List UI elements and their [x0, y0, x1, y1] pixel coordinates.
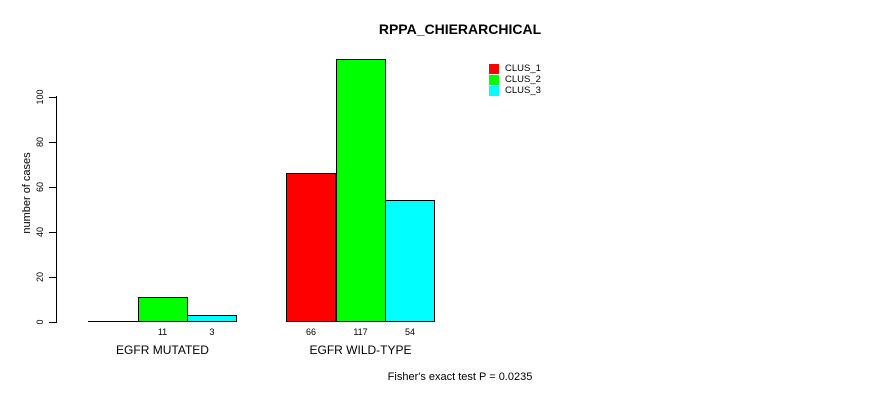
y-tick-mark: [49, 276, 56, 278]
bar-value-label-clus-1-egfr-wild-type: 66: [305, 327, 317, 337]
y-tick-label: 20: [35, 271, 45, 283]
y-tick-mark: [49, 231, 56, 233]
y-axis-label: number of cases: [21, 152, 33, 234]
legend-swatch-clus_3: [489, 85, 499, 96]
legend-swatch-clus_2: [489, 74, 499, 85]
bar-value-label-clus-2-egfr-wild-type: 117: [353, 327, 368, 337]
legend-label-clus_1: CLUS_1: [505, 63, 541, 74]
bar-clus-1-egfr-mutated: [88, 321, 138, 322]
y-tick-label: 100: [35, 89, 45, 105]
bar-clus-2-egfr-mutated: [137, 297, 188, 322]
y-tick-mark: [49, 321, 56, 323]
bar-value-label-clus-2-egfr-mutated: 11: [157, 327, 168, 337]
legend-row-clus_3: CLUS_3: [489, 85, 541, 96]
y-tick-mark: [49, 141, 56, 143]
y-tick-mark: [49, 186, 56, 188]
legend-row-clus_2: CLUS_2: [489, 74, 541, 85]
y-tick-mark: [49, 96, 56, 98]
legend-label-clus_3: CLUS_3: [505, 85, 541, 96]
x-category-label-egfr-wild-type: EGFR WILD-TYPE: [309, 343, 412, 357]
legend-row-clus_1: CLUS_1: [489, 63, 541, 74]
y-tick-label: 0: [35, 319, 45, 325]
bar-clus-3-egfr-wild-type: [385, 200, 435, 322]
chart-title: RPPA_CHIERARCHICAL: [378, 21, 542, 37]
bar-clus-1-egfr-wild-type: [286, 173, 336, 322]
fisher-test-annotation: Fisher's exact test P = 0.0235: [387, 371, 533, 383]
bar-value-label-clus-3-egfr-mutated: 3: [209, 327, 215, 337]
y-tick-label: 40: [35, 226, 45, 238]
legend-swatch-clus_1: [489, 63, 499, 74]
legend-label-clus_2: CLUS_2: [505, 74, 541, 85]
bar-clus-2-egfr-wild-type: [335, 59, 386, 322]
y-tick-label: 60: [35, 181, 45, 193]
y-axis-line: [56, 96, 57, 323]
y-tick-label: 80: [35, 136, 45, 148]
bar-value-label-clus-3-egfr-wild-type: 54: [404, 327, 416, 337]
legend: CLUS_1 CLUS_2 CLUS_3: [489, 63, 541, 96]
bar-clus-3-egfr-mutated: [187, 315, 237, 322]
x-category-label-egfr-mutated: EGFR MUTATED: [116, 343, 209, 357]
